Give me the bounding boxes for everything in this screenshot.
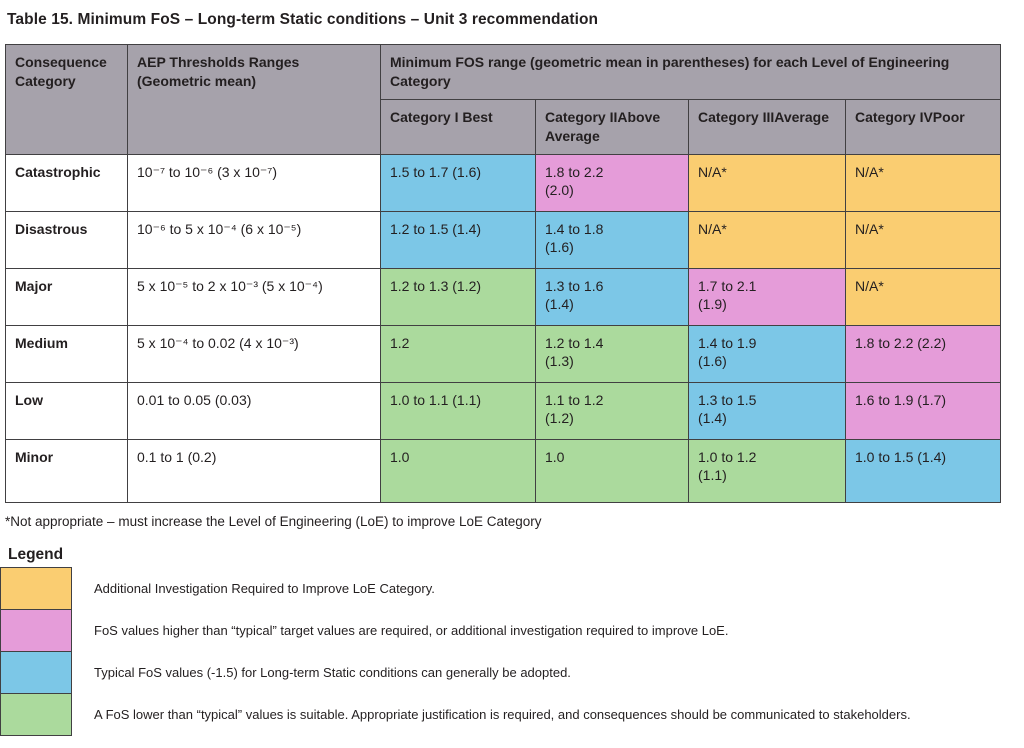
aep-cell: 5 x 10⁻⁵ to 2 x 10⁻³ (5 x 10⁻⁴) xyxy=(127,267,381,326)
fos-cell: 1.0 to 1.5 (1.4) xyxy=(844,438,1002,503)
fos-cell: 1.5 to 1.7 (1.6) xyxy=(380,153,536,212)
blue-swatch xyxy=(0,650,72,694)
fos-cell: N/A* xyxy=(844,267,1002,326)
fos-cell: N/A* xyxy=(688,210,846,269)
fos-cell: 1.2 xyxy=(380,324,536,383)
table-row-low: Low 0.01 to 0.05 (0.03) 1.0 to 1.1 (1.1)… xyxy=(5,381,1002,440)
col-header-category-4: Category IVPoor xyxy=(844,98,1002,155)
fos-cell: 1.0 xyxy=(535,438,689,503)
fos-cell: 1.8 to 2.2 (2.2) xyxy=(844,324,1002,383)
fos-cell: 1.0 xyxy=(380,438,536,503)
aep-cell: 5 x 10⁻⁴ to 0.02 (4 x 10⁻³) xyxy=(127,324,381,383)
table-footnote: *Not appropriate – must increase the Lev… xyxy=(5,513,542,529)
legend-item-green: A FoS lower than “typical” values is sui… xyxy=(0,692,1024,736)
fos-cell: 1.4 to 1.9 (1.6) xyxy=(688,324,846,383)
consequence-cell: Minor xyxy=(5,438,128,503)
fos-cell: 1.8 to 2.2 (2.0) xyxy=(535,153,689,212)
table-title: Table 15. Minimum FoS – Long-term Static… xyxy=(7,11,599,28)
fos-cell: 1.7 to 2.1 (1.9) xyxy=(688,267,846,326)
table-row-major: Major 5 x 10⁻⁵ to 2 x 10⁻³ (5 x 10⁻⁴) 1.… xyxy=(5,267,1002,326)
fos-cell: 1.2 to 1.4 (1.3) xyxy=(535,324,689,383)
col-header-fos-group: Minimum FOS range (geometric mean in par… xyxy=(379,44,1002,100)
aep-cell: 10⁻⁶ to 5 x 10⁻⁴ (6 x 10⁻⁵) xyxy=(127,210,381,269)
col-header-category-1: Category I Best xyxy=(380,98,536,155)
legend-label: Typical FoS values (-1.5) for Long-term … xyxy=(94,665,571,681)
fos-cell: 1.4 to 1.8 (1.6) xyxy=(535,210,689,269)
fos-cell: 1.2 to 1.3 (1.2) xyxy=(380,267,536,326)
consequence-cell: Major xyxy=(5,267,128,326)
aep-cell: 0.1 to 1 (0.2) xyxy=(127,438,381,503)
legend-label: A FoS lower than “typical” values is sui… xyxy=(94,707,911,723)
table-row-catastrophic: Catastrophic 10⁻⁷ to 10⁻⁶ (3 x 10⁻⁷) 1.5… xyxy=(5,153,1002,212)
pink-swatch xyxy=(0,608,72,652)
fos-cell: N/A* xyxy=(844,210,1002,269)
consequence-cell: Low xyxy=(5,381,128,440)
consequence-cell: Disastrous xyxy=(5,210,128,269)
fos-cell: 1.2 to 1.5 (1.4) xyxy=(380,210,536,269)
fos-cell: N/A* xyxy=(688,153,846,212)
legend: Legend Additional Investigation Required… xyxy=(0,546,1024,736)
legend-title: Legend xyxy=(8,545,64,563)
col-header-category-2: Category IIAbove Average xyxy=(535,98,689,155)
legend-item-orange: Additional Investigation Required to Imp… xyxy=(0,566,1024,610)
green-swatch xyxy=(0,692,72,736)
legend-label: Additional Investigation Required to Imp… xyxy=(94,581,435,597)
fos-cell: N/A* xyxy=(844,153,1002,212)
col-header-consequence: Consequence Category xyxy=(5,44,128,155)
table-row-disastrous: Disastrous 10⁻⁶ to 5 x 10⁻⁴ (6 x 10⁻⁵) 1… xyxy=(5,210,1002,269)
orange-swatch xyxy=(0,566,72,610)
legend-label: FoS values higher than “typical” target … xyxy=(94,623,729,639)
col-header-category-3: Category IIIAverage xyxy=(688,98,846,155)
fos-cell: 1.0 to 1.2 (1.1) xyxy=(688,438,846,503)
col-header-aep: AEP Thresholds Ranges (Geometric mean) xyxy=(127,44,381,155)
aep-cell: 10⁻⁷ to 10⁻⁶ (3 x 10⁻⁷) xyxy=(127,153,381,212)
fos-cell: 1.0 to 1.1 (1.1) xyxy=(380,381,536,440)
fos-table: Consequence Category AEP Thresholds Rang… xyxy=(5,44,1002,503)
fos-cell: 1.1 to 1.2 (1.2) xyxy=(535,381,689,440)
table-row-medium: Medium 5 x 10⁻⁴ to 0.02 (4 x 10⁻³) 1.2 1… xyxy=(5,324,1002,383)
table-row-minor: Minor 0.1 to 1 (0.2) 1.0 1.0 1.0 to 1.2 … xyxy=(5,438,1002,503)
fos-cell: 1.6 to 1.9 (1.7) xyxy=(844,381,1002,440)
legend-item-pink: FoS values higher than “typical” target … xyxy=(0,608,1024,652)
consequence-cell: Catastrophic xyxy=(5,153,128,212)
fos-cell: 1.3 to 1.6 (1.4) xyxy=(535,267,689,326)
fos-cell: 1.3 to 1.5 (1.4) xyxy=(688,381,846,440)
consequence-cell: Medium xyxy=(5,324,128,383)
legend-item-blue: Typical FoS values (-1.5) for Long-term … xyxy=(0,650,1024,694)
aep-cell: 0.01 to 0.05 (0.03) xyxy=(127,381,381,440)
